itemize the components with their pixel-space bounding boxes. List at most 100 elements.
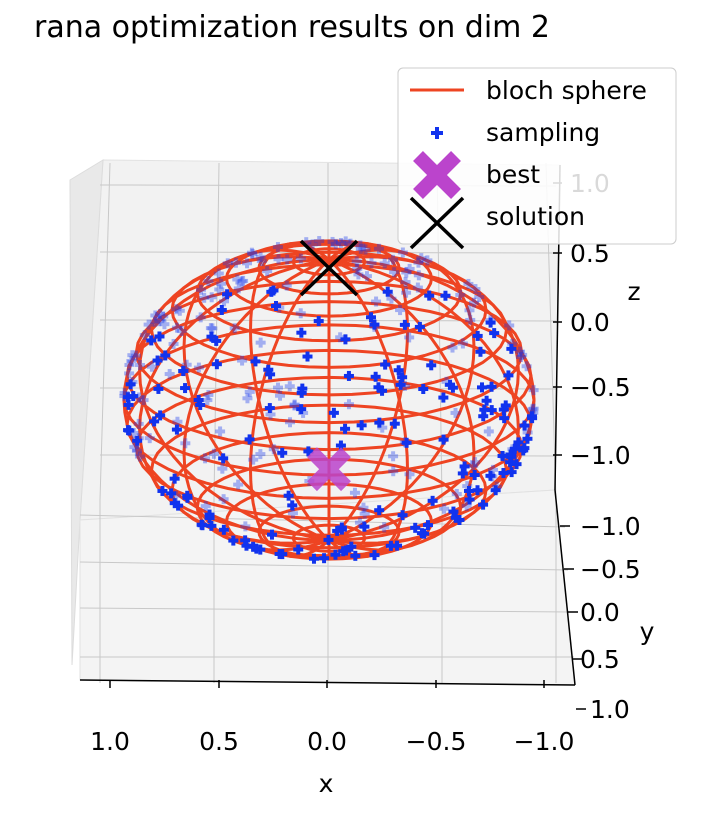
sampling-point — [172, 322, 183, 333]
sampling-point — [268, 444, 279, 455]
sampling-point — [303, 446, 314, 457]
y-tick-label: −0.5 — [580, 555, 641, 584]
sampling-point — [124, 425, 135, 436]
sampling-point — [374, 417, 385, 428]
sampling-point — [222, 289, 233, 300]
sampling-point — [340, 334, 351, 345]
sampling-point — [206, 520, 217, 531]
sampling-point — [465, 314, 476, 325]
sampling-point — [395, 305, 406, 316]
sampling-point — [287, 500, 298, 511]
y-axis-label: y — [640, 617, 655, 646]
sampling-point — [230, 257, 241, 268]
sampling-point — [455, 289, 466, 300]
grid-floor-horizontal — [79, 607, 572, 613]
sampling-point — [313, 316, 324, 327]
sampling-point — [388, 466, 399, 477]
sampling-point — [125, 379, 136, 390]
sampling-point — [354, 517, 365, 528]
sampling-point — [497, 450, 508, 461]
sampling-point — [369, 550, 380, 561]
sampling-point — [164, 369, 175, 380]
sampling-point — [414, 321, 425, 332]
sampling-point — [332, 525, 343, 536]
sampling-point — [248, 454, 259, 465]
sampling-point — [486, 381, 497, 392]
sampling-point — [275, 390, 286, 401]
y-tick-label: 1.0 — [590, 695, 630, 724]
sampling-point — [270, 301, 281, 312]
sampling-point — [370, 371, 381, 382]
sampling-point — [247, 249, 258, 260]
sphere-longitude-line — [328, 258, 536, 542]
sampling-point — [154, 331, 165, 342]
sampling-point — [289, 400, 300, 411]
sampling-point — [472, 330, 483, 341]
sampling-point — [491, 481, 502, 492]
sampling-point — [487, 464, 498, 475]
sampling-point — [527, 413, 538, 424]
sampling-point — [519, 420, 530, 431]
sphere-longitude-line — [328, 258, 476, 552]
legend: bloch sphere sampling best solution — [397, 67, 677, 250]
sampling-point — [266, 286, 277, 297]
legend-sampling: sampling — [486, 118, 600, 147]
sampling-point — [413, 270, 424, 281]
sampling-point — [397, 372, 408, 383]
sampling-point — [515, 352, 526, 363]
sampling-point — [159, 319, 170, 330]
sampling-point — [422, 520, 433, 531]
sampling-point — [283, 490, 294, 501]
sphere-longitude-line — [182, 248, 330, 542]
sampling-point — [358, 502, 369, 513]
sampling-point — [211, 335, 222, 346]
sampling-point — [296, 404, 307, 415]
sampling-point — [343, 370, 354, 381]
sampling-point — [273, 254, 284, 265]
sampling-point — [450, 407, 461, 418]
sampling-point — [181, 359, 192, 370]
sampling-point — [478, 499, 489, 510]
sampling-point — [180, 383, 191, 394]
sampling-point — [373, 382, 384, 393]
sampling-point — [284, 381, 295, 392]
sampling-point — [168, 338, 179, 349]
special-markers — [299, 239, 359, 492]
sampling-point — [255, 337, 266, 348]
sampling-point — [521, 361, 532, 372]
sampling-point — [401, 437, 412, 448]
sampling-point — [441, 376, 452, 387]
sampling-point — [365, 312, 376, 323]
sampling-point — [451, 488, 462, 499]
sampling-point — [439, 503, 450, 514]
sampling-point — [468, 460, 479, 471]
sampling-point — [505, 457, 516, 468]
solution-marker — [299, 239, 359, 297]
sampling-point — [382, 286, 393, 297]
sampling-point — [255, 251, 266, 262]
sampling-point — [457, 468, 468, 479]
sampling-point — [323, 534, 334, 545]
sampling-point — [426, 360, 437, 371]
sampling-point — [350, 550, 361, 561]
sphere-longitude-line — [327, 242, 409, 542]
sampling-point — [242, 258, 253, 269]
sampling-point — [154, 316, 165, 327]
sampling-point — [196, 284, 207, 295]
sampling-point — [509, 443, 520, 454]
sampling-point — [179, 366, 190, 377]
sampling-point — [218, 524, 229, 535]
sampling-point — [343, 399, 354, 410]
sampling-point — [386, 293, 397, 304]
grid-back-vertical — [99, 162, 111, 501]
sampling-point — [236, 276, 247, 287]
sampling-point — [233, 479, 244, 490]
sampling-point — [308, 553, 319, 564]
sampling-point — [469, 470, 480, 481]
sampling-point — [274, 548, 285, 559]
legend-solution: solution — [486, 202, 585, 231]
y-tick-label: −1.0 — [580, 512, 641, 541]
sampling-point — [522, 433, 533, 444]
sampling-point — [285, 417, 296, 428]
sampling-point — [195, 312, 206, 323]
